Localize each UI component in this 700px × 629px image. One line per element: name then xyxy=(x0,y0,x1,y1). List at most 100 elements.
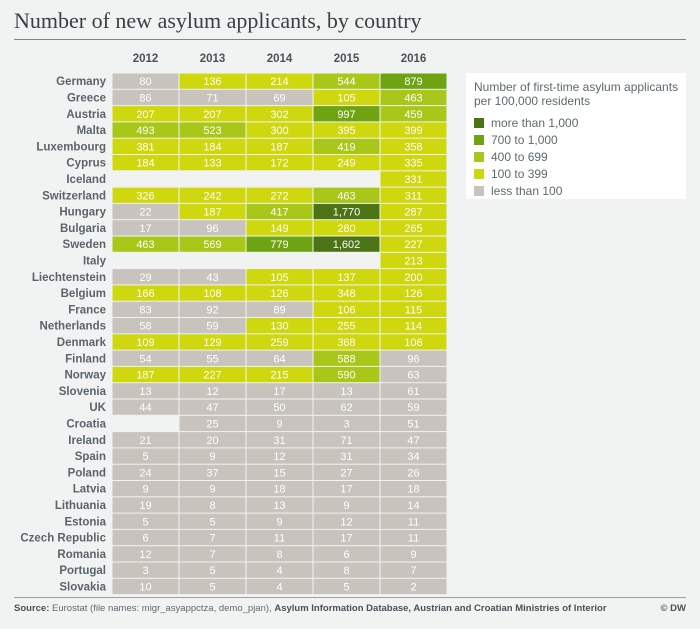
heatmap-cell xyxy=(313,448,380,464)
heatmap-cell xyxy=(380,481,447,497)
heatmap-cell xyxy=(380,432,447,448)
row-label-belgium: Belgium xyxy=(61,288,106,300)
source-text-2: Asylum Information Database, Austrian an… xyxy=(274,603,607,614)
heatmap-cell xyxy=(380,155,447,171)
row-label-latvia: Latvia xyxy=(73,484,107,496)
cell-value: 59 xyxy=(407,402,419,414)
cell-value: 29 xyxy=(139,272,151,284)
cell-value: 272 xyxy=(270,190,288,202)
cell-value: 18 xyxy=(273,484,285,496)
cell-value: 187 xyxy=(203,207,221,219)
heatmap-cell xyxy=(179,481,246,497)
footer-divider xyxy=(14,597,686,598)
row-label-bulgaria: Bulgaria xyxy=(60,223,107,235)
heatmap-cell xyxy=(246,138,313,154)
cell-value: 14 xyxy=(407,500,419,512)
cell-value: 10 xyxy=(139,581,151,593)
heatmap-cell xyxy=(313,138,380,154)
heatmap-cell xyxy=(179,122,246,138)
cell-value: 166 xyxy=(136,288,154,300)
cell-value: 37 xyxy=(206,467,218,479)
cell-value: 259 xyxy=(270,337,288,349)
cell-value: 184 xyxy=(136,158,154,170)
cell-value: 523 xyxy=(203,125,221,137)
column-label-2015: 2015 xyxy=(334,53,360,65)
cell-value: 11 xyxy=(408,516,419,528)
heatmap-cell xyxy=(179,73,246,89)
cell-value: 83 xyxy=(139,304,151,316)
heatmap-cell xyxy=(313,285,380,301)
heatmap-cell xyxy=(112,318,179,334)
cell-value: 108 xyxy=(203,288,221,300)
cell-value: 493 xyxy=(136,125,154,137)
heatmap-cell xyxy=(246,301,313,317)
cell-value: 115 xyxy=(405,304,423,316)
cell-value: 71 xyxy=(206,92,218,104)
heatmap-cell xyxy=(179,187,246,203)
legend-label: 100 to 399 xyxy=(491,167,548,181)
row-label-cyprus: Cyprus xyxy=(66,158,106,170)
cell-value: 86 xyxy=(139,92,151,104)
heatmap-cell xyxy=(112,350,179,366)
legend-item-100-to-399: 100 to 399 xyxy=(474,167,548,181)
cell-value: 149 xyxy=(270,223,288,235)
heatmap-cell xyxy=(380,578,447,595)
cell-value: 463 xyxy=(337,190,355,202)
cell-value: 13 xyxy=(139,386,151,398)
cell-value: 106 xyxy=(404,337,422,349)
cell-value: 4 xyxy=(276,581,282,593)
heatmap-cell xyxy=(246,383,313,399)
heatmap-cell xyxy=(380,497,447,513)
cell-value: 5 xyxy=(209,565,215,577)
heatmap-cell xyxy=(246,155,313,171)
cell-value: 348 xyxy=(337,288,355,300)
heatmap-cell xyxy=(313,415,380,432)
heatmap-cell xyxy=(380,562,447,578)
heatmap-cell xyxy=(179,318,246,334)
cell-value: 187 xyxy=(270,141,288,153)
heatmap-cell xyxy=(246,366,313,383)
cell-value: 64 xyxy=(273,353,285,365)
cell-value: 6 xyxy=(142,533,148,545)
cell-value: 9 xyxy=(343,500,349,512)
cell-value: 137 xyxy=(337,272,355,284)
cell-value: 89 xyxy=(273,304,285,316)
cell-value: 5 xyxy=(209,581,215,593)
column-label-2012: 2012 xyxy=(133,53,159,65)
heatmap-cell xyxy=(246,236,313,252)
cell-value: 6 xyxy=(343,549,349,561)
heatmap-cell xyxy=(179,464,246,480)
heatmap-cell xyxy=(380,464,447,480)
heatmap-cell xyxy=(313,513,380,529)
legend-title: Number of first-time asylum applicants p… xyxy=(474,80,679,108)
row-label-romania: Romania xyxy=(57,549,106,561)
heatmap-cell xyxy=(179,236,246,252)
cell-value: 300 xyxy=(270,125,288,137)
heatmap-cell xyxy=(380,334,447,350)
heatmap-cell xyxy=(313,269,380,285)
heatmap-cell xyxy=(313,350,380,366)
cell-value: 59 xyxy=(206,321,218,333)
heatmap-cell xyxy=(313,546,380,562)
cell-value: 227 xyxy=(404,239,422,251)
cell-value: 3 xyxy=(343,418,349,430)
cell-value: 15 xyxy=(273,467,285,479)
heatmap-cell xyxy=(380,350,447,366)
heatmap-cell xyxy=(313,155,380,171)
cell-value: 12 xyxy=(139,549,151,561)
heatmap-cell xyxy=(179,138,246,154)
cell-value: 1,602 xyxy=(333,239,361,251)
cell-value: 105 xyxy=(270,272,288,284)
source-text-1: Eurostat (file names: migr_asyappctza, d… xyxy=(52,603,272,614)
heatmap-cell xyxy=(112,89,179,106)
heatmap-cell xyxy=(179,448,246,464)
heatmap-cell xyxy=(179,513,246,529)
cell-value: 184 xyxy=(203,141,221,153)
heatmap-cell xyxy=(313,432,380,448)
cell-value: 588 xyxy=(337,353,355,365)
heatmap-cell xyxy=(179,562,246,578)
cell-value: 34 xyxy=(407,451,419,463)
cell-value: 13 xyxy=(340,386,352,398)
cell-value: 2 xyxy=(410,581,416,593)
heatmap-cell xyxy=(112,432,179,448)
